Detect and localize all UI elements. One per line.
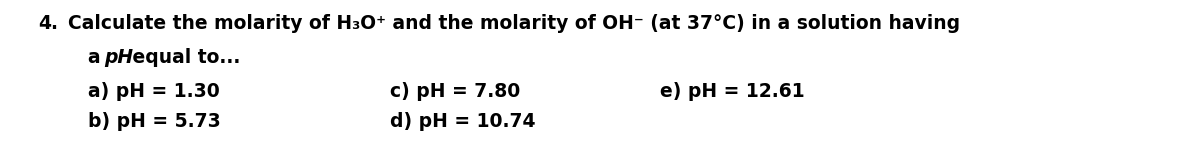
Text: 4.: 4.: [38, 14, 58, 33]
Text: pH: pH: [104, 48, 133, 67]
Text: Calculate the molarity of H₃O⁺ and the molarity of OH⁻ (at 37°C) in a solution h: Calculate the molarity of H₃O⁺ and the m…: [68, 14, 960, 33]
Text: b) pH = 5.73: b) pH = 5.73: [88, 112, 221, 131]
Text: d) pH = 10.74: d) pH = 10.74: [390, 112, 535, 131]
Text: c) pH = 7.80: c) pH = 7.80: [390, 82, 521, 101]
Text: e) pH = 12.61: e) pH = 12.61: [660, 82, 805, 101]
Text: a) pH = 1.30: a) pH = 1.30: [88, 82, 220, 101]
Text: equal to...: equal to...: [126, 48, 240, 67]
Text: a: a: [88, 48, 107, 67]
